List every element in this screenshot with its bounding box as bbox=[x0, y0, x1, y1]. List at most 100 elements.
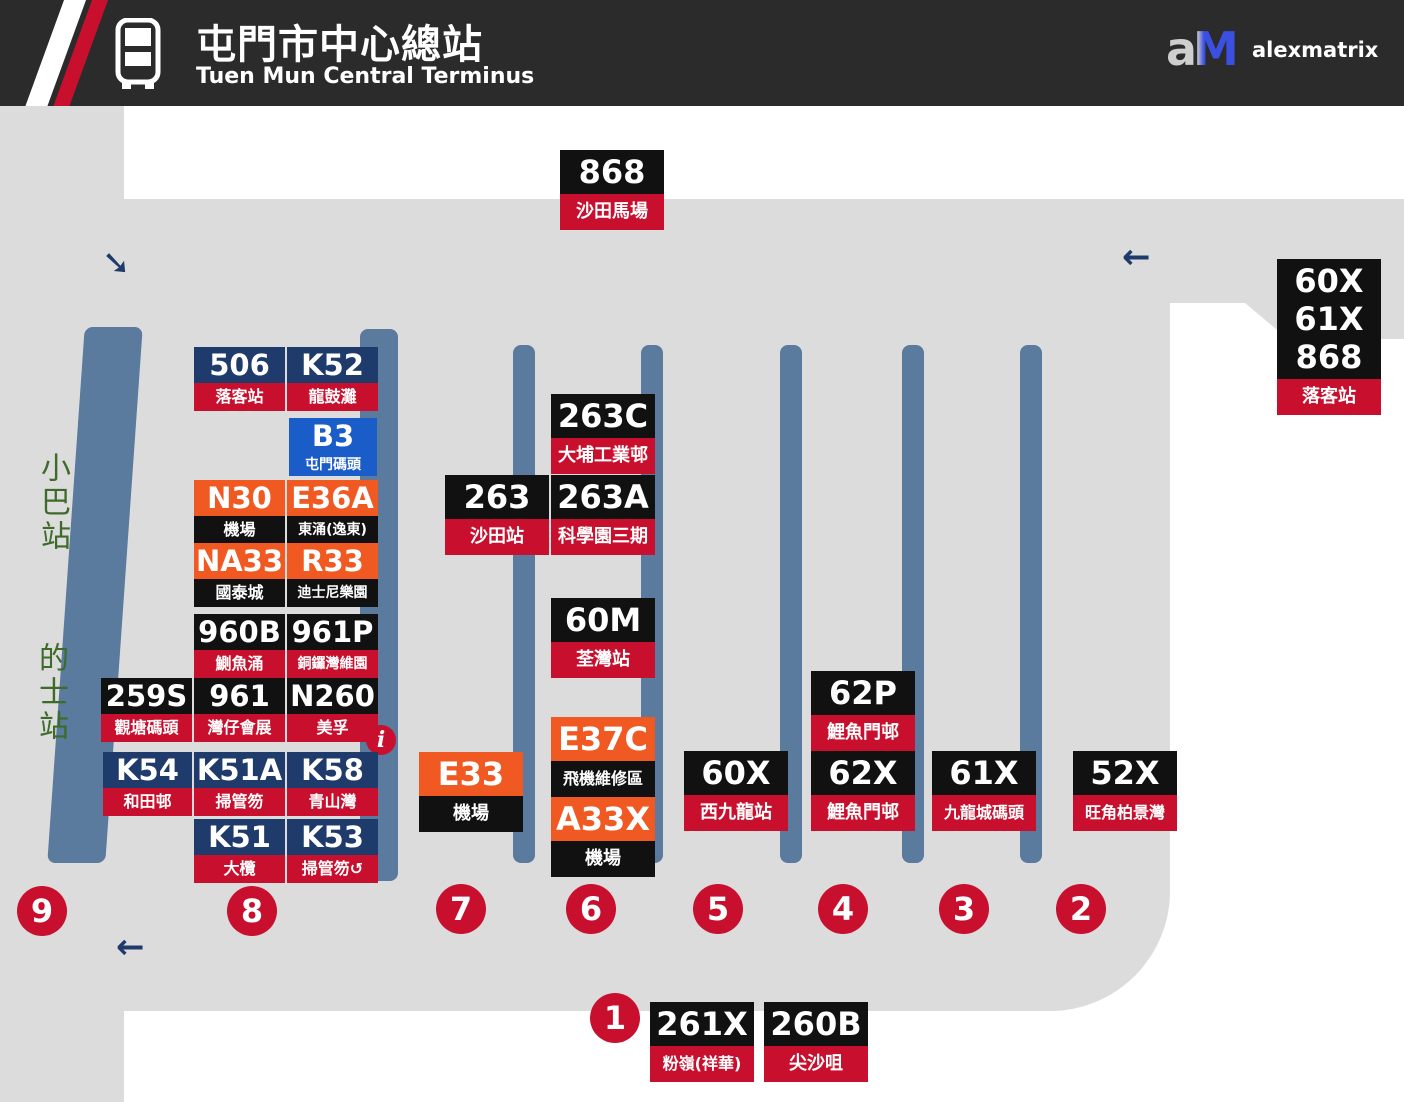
route-number: 60X bbox=[1294, 262, 1364, 300]
route-number: NA33 bbox=[194, 543, 285, 579]
route-destination: 東涌(逸東) bbox=[287, 516, 378, 544]
route-card-506[interactable]: 506 落客站 bbox=[194, 347, 285, 411]
road-top bbox=[0, 199, 1404, 303]
route-card-60x-61x-868[interactable]: 60X 61X 868 落客站 bbox=[1277, 259, 1381, 415]
route-card-k58[interactable]: K58 青山灣 bbox=[287, 752, 378, 816]
route-destination: 荃灣站 bbox=[551, 642, 655, 678]
route-card-60m[interactable]: 60M 荃灣站 bbox=[551, 598, 655, 678]
route-destination: 西九龍站 bbox=[684, 795, 788, 831]
route-destination: 尖沙咀 bbox=[764, 1046, 868, 1082]
route-numbers: 60X 61X 868 bbox=[1277, 259, 1381, 379]
route-destination: 機場 bbox=[194, 516, 285, 544]
route-card-62p[interactable]: 62P 鯉魚門邨 bbox=[811, 671, 915, 751]
bay-number-9: 9 bbox=[17, 886, 67, 936]
platform-island-3 bbox=[1020, 345, 1042, 863]
route-number: R33 bbox=[287, 543, 378, 579]
route-number: 868 bbox=[560, 150, 664, 194]
route-card-961p[interactable]: 961P 銅鑼灣維園 bbox=[287, 614, 378, 678]
route-card-52x[interactable]: 52X 旺角柏景灣 bbox=[1073, 751, 1177, 831]
route-card-263c[interactable]: 263C 大埔工業邨 bbox=[551, 394, 655, 474]
route-destination: 掃管笏 bbox=[194, 788, 285, 816]
route-number: K51 bbox=[194, 819, 285, 855]
minibus-stop-label: 小巴站 bbox=[35, 452, 70, 554]
title-chinese: 屯門市中心總站 bbox=[196, 22, 483, 68]
info-icon[interactable]: i bbox=[366, 725, 396, 755]
route-destination: 鯉魚門邨 bbox=[811, 715, 915, 751]
route-destination: 龍鼓灘 bbox=[287, 383, 378, 411]
bus-icon bbox=[115, 18, 161, 89]
route-destination: 科學園三期 bbox=[551, 519, 655, 555]
route-card-960b[interactable]: 960B 鰂魚涌 bbox=[194, 614, 285, 678]
route-number: B3 bbox=[289, 418, 377, 454]
bay-number-7: 7 bbox=[436, 884, 486, 934]
route-number: 60X bbox=[684, 751, 788, 795]
route-card-k54[interactable]: K54 和田邨 bbox=[103, 752, 192, 816]
route-destination: 迪士尼樂園 bbox=[287, 579, 378, 607]
route-destination: 鯉魚門邨 bbox=[811, 795, 915, 831]
route-card-263a[interactable]: 263A 科學園三期 bbox=[551, 475, 655, 555]
route-number: E36A bbox=[287, 480, 378, 516]
route-destination: 飛機維修區 bbox=[551, 761, 655, 797]
route-card-n30[interactable]: N30 機場 bbox=[194, 480, 285, 544]
route-destination: 屯門碼頭 bbox=[289, 454, 377, 476]
route-number: 868 bbox=[1295, 338, 1363, 376]
route-card-62x[interactable]: 62X 鯉魚門邨 bbox=[811, 751, 915, 831]
direction-arrow-icon: ← bbox=[116, 927, 145, 967]
bay-number-4: 4 bbox=[818, 884, 868, 934]
route-destination: 掃管笏↺ bbox=[287, 855, 378, 883]
route-number: E37C bbox=[551, 717, 655, 761]
taxi-stand-label: 的士站 bbox=[33, 642, 68, 744]
route-number: 62P bbox=[811, 671, 915, 715]
route-destination: 機場 bbox=[419, 796, 523, 832]
route-card-n260[interactable]: N260 美孚 bbox=[287, 678, 378, 742]
route-number: 960B bbox=[194, 614, 285, 650]
route-number: 52X bbox=[1073, 751, 1177, 795]
route-destination: 鰂魚涌 bbox=[194, 650, 285, 678]
road-left-bottom bbox=[0, 1000, 102, 1102]
route-number: 961P bbox=[287, 614, 378, 650]
route-card-61x[interactable]: 61X 九龍城碼頭 bbox=[932, 751, 1036, 831]
route-number: 61X bbox=[932, 751, 1036, 795]
route-card-e37c[interactable]: E37C 飛機維修區 bbox=[551, 717, 655, 797]
route-card-961[interactable]: 961 灣仔會展 bbox=[194, 678, 285, 742]
route-card-k51a[interactable]: K51A 掃管笏 bbox=[194, 752, 285, 816]
route-destination: 機場 bbox=[551, 841, 655, 877]
route-destination: 國泰城 bbox=[194, 579, 285, 607]
route-card-260b[interactable]: 260B 尖沙咀 bbox=[764, 1002, 868, 1082]
route-card-k51[interactable]: K51 大欖 bbox=[194, 819, 285, 883]
bay-number-5: 5 bbox=[693, 884, 743, 934]
route-number: K54 bbox=[103, 752, 192, 788]
route-card-259s[interactable]: 259S 觀塘碼頭 bbox=[101, 678, 192, 742]
route-destination: 觀塘碼頭 bbox=[101, 714, 192, 742]
route-card-b3[interactable]: B3 屯門碼頭 bbox=[289, 418, 377, 476]
route-card-k52[interactable]: K52 龍鼓灘 bbox=[287, 347, 378, 411]
route-number: A33X bbox=[551, 797, 655, 841]
route-card-k53[interactable]: K53 掃管笏↺ bbox=[287, 819, 378, 883]
bay-number-1: 1 bbox=[590, 993, 640, 1043]
route-number: 259S bbox=[101, 678, 192, 714]
route-number: 60M bbox=[551, 598, 655, 642]
route-number: E33 bbox=[419, 752, 523, 796]
title-english: Tuen Mun Central Terminus bbox=[196, 64, 535, 89]
route-destination: 美孚 bbox=[287, 714, 378, 742]
route-card-868[interactable]: 868 沙田馬場 bbox=[560, 150, 664, 230]
logo-text: alexmatrix bbox=[1252, 38, 1379, 62]
platform-island-5 bbox=[780, 345, 802, 863]
route-card-e36a[interactable]: E36A 東涌(逸東) bbox=[287, 480, 378, 544]
route-card-a33x[interactable]: A33X 機場 bbox=[551, 797, 655, 877]
route-destination: 沙田馬場 bbox=[560, 194, 664, 230]
route-destination: 落客站 bbox=[1277, 379, 1381, 415]
route-card-263[interactable]: 263 沙田站 bbox=[445, 475, 549, 555]
route-card-na33[interactable]: NA33 國泰城 bbox=[194, 543, 285, 607]
route-destination: 銅鑼灣維園 bbox=[287, 650, 378, 678]
route-card-261x[interactable]: 261X 粉嶺(祥華) bbox=[650, 1002, 754, 1082]
route-number: K58 bbox=[287, 752, 378, 788]
route-card-e33[interactable]: E33 機場 bbox=[419, 752, 523, 832]
route-card-r33[interactable]: R33 迪士尼樂園 bbox=[287, 543, 378, 607]
route-destination: 和田邨 bbox=[103, 788, 192, 816]
header-bar: 屯門市中心總站 Tuen Mun Central Terminus aM ale… bbox=[0, 0, 1404, 106]
route-destination: 大埔工業邨 bbox=[551, 438, 655, 474]
route-card-60x[interactable]: 60X 西九龍站 bbox=[684, 751, 788, 831]
logo-mark-text: aM bbox=[1166, 22, 1239, 76]
bay-number-8: 8 bbox=[227, 886, 277, 936]
